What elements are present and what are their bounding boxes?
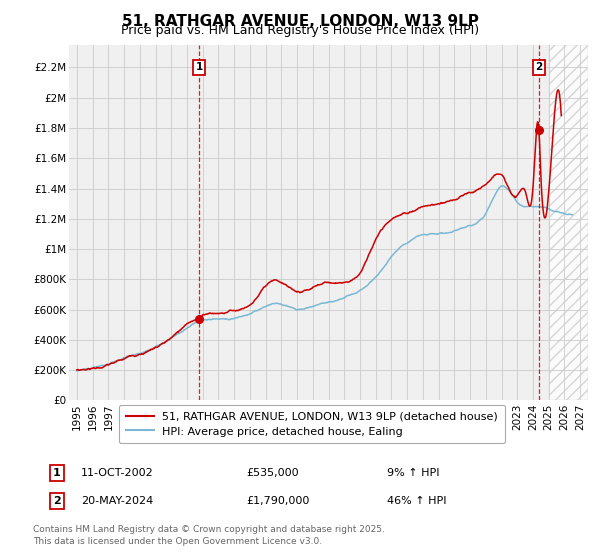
- Text: Price paid vs. HM Land Registry's House Price Index (HPI): Price paid vs. HM Land Registry's House …: [121, 24, 479, 37]
- Text: 20-MAY-2024: 20-MAY-2024: [81, 496, 153, 506]
- Text: 1: 1: [196, 63, 203, 72]
- Text: 2: 2: [53, 496, 61, 506]
- Text: 9% ↑ HPI: 9% ↑ HPI: [387, 468, 439, 478]
- Text: 51, RATHGAR AVENUE, LONDON, W13 9LP: 51, RATHGAR AVENUE, LONDON, W13 9LP: [122, 14, 478, 29]
- Text: 2: 2: [535, 63, 542, 72]
- Text: 11-OCT-2002: 11-OCT-2002: [81, 468, 154, 478]
- Text: £535,000: £535,000: [246, 468, 299, 478]
- Text: Contains HM Land Registry data © Crown copyright and database right 2025.
This d: Contains HM Land Registry data © Crown c…: [33, 525, 385, 546]
- Text: 1: 1: [53, 468, 61, 478]
- Text: £1,790,000: £1,790,000: [246, 496, 310, 506]
- Legend: 51, RATHGAR AVENUE, LONDON, W13 9LP (detached house), HPI: Average price, detach: 51, RATHGAR AVENUE, LONDON, W13 9LP (det…: [119, 405, 505, 443]
- Text: 46% ↑ HPI: 46% ↑ HPI: [387, 496, 446, 506]
